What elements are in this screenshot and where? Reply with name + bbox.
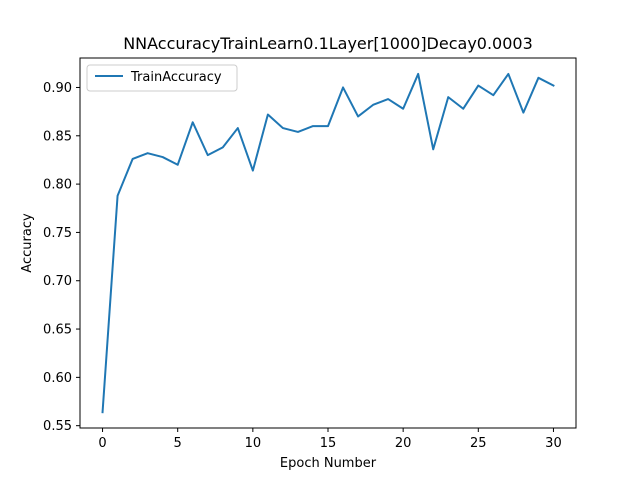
x-tick-label: 25 — [470, 436, 487, 451]
x-tick-label: 5 — [174, 436, 182, 451]
y-tick-label: 0.60 — [43, 371, 72, 386]
y-axis-label: Accuracy — [20, 213, 35, 273]
legend: TrainAccuracy — [86, 64, 238, 92]
axes-frame — [79, 57, 577, 429]
y-tick-label: 0.75 — [43, 226, 72, 241]
y-tick-label: 0.65 — [43, 323, 72, 338]
y-tick-label: 0.90 — [43, 81, 72, 96]
plot-area — [101, 72, 555, 414]
y-tick-label: 0.85 — [43, 129, 72, 144]
x-tick-label: 20 — [395, 436, 412, 451]
y-tick-label: 0.55 — [43, 419, 72, 434]
x-tick-label: 30 — [545, 436, 562, 451]
series-line-0 — [101, 72, 555, 414]
legend-series-label: TrainAccuracy — [130, 70, 222, 85]
chart-title: NNAccuracyTrainLearn0.1Layer[1000]Decay0… — [123, 34, 533, 53]
x-tick-label: 10 — [245, 436, 262, 451]
axis-ticks: 0 5 10 15 20 25 30 0.55 0.60 0.65 0.70 0.75 0.80 0.85… — [43, 81, 562, 451]
y-tick-label: 0.70 — [43, 274, 72, 289]
x-tick-label: 0 — [98, 436, 106, 451]
y-tick-label: 0.80 — [43, 178, 72, 193]
legend-box — [86, 64, 238, 92]
x-tick-label: 15 — [320, 436, 337, 451]
x-axis-label: Epoch Number — [280, 456, 377, 471]
